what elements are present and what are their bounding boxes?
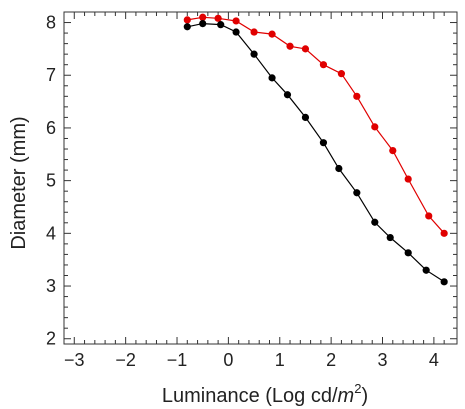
data-point — [214, 14, 222, 22]
y-tick-label: 2 — [46, 329, 56, 349]
data-point — [337, 70, 346, 78]
series-0 — [183, 13, 448, 237]
data-point — [425, 212, 433, 220]
data-point — [422, 266, 430, 274]
y-tick-label: 7 — [46, 65, 56, 85]
x-tick-label: −2 — [115, 350, 136, 370]
x-tick-label: 3 — [378, 350, 388, 370]
data-point — [404, 175, 412, 183]
data-point — [250, 28, 258, 36]
data-point — [232, 28, 240, 36]
data-point — [440, 229, 448, 237]
data-point — [183, 16, 191, 24]
y-axis-title: Diameter (mm) — [8, 116, 30, 249]
x-tick-label: 4 — [429, 350, 439, 370]
x-tick-label: 2 — [326, 350, 336, 370]
data-point — [353, 189, 361, 197]
data-point — [389, 146, 397, 155]
data-point — [199, 19, 207, 28]
data-point — [301, 113, 310, 121]
series-line — [187, 16, 445, 234]
data-point — [268, 30, 276, 38]
x-axis-title: Luminance (Log cd/m2) — [162, 381, 368, 407]
data-point — [404, 249, 412, 257]
data-point — [371, 123, 379, 131]
data-point — [353, 92, 361, 100]
x-tick-label: −1 — [167, 350, 188, 370]
data-point — [250, 50, 258, 58]
data-point — [440, 278, 448, 286]
series-line — [187, 22, 445, 283]
data-point — [319, 61, 328, 69]
data-point — [183, 23, 191, 31]
data-point — [319, 139, 328, 147]
data-point — [232, 17, 240, 25]
x-tick-label: −3 — [64, 350, 85, 370]
y-tick-label: 5 — [46, 171, 56, 191]
data-point — [386, 233, 394, 242]
data-point — [301, 45, 310, 53]
data-point — [283, 91, 292, 99]
plot-frame — [63, 11, 458, 345]
data-point — [268, 74, 276, 82]
x-tick-label: 0 — [223, 350, 233, 370]
y-tick-label: 3 — [46, 276, 56, 296]
y-tick-label: 6 — [46, 118, 56, 138]
series-1 — [183, 19, 448, 286]
y-tick-label: 8 — [46, 13, 56, 33]
data-point — [371, 218, 379, 226]
data-point — [286, 42, 294, 50]
data-point — [199, 13, 207, 21]
data-point — [217, 21, 225, 29]
y-tick-label: 4 — [46, 223, 56, 243]
x-tick-label: 1 — [275, 350, 285, 370]
data-point — [335, 164, 343, 173]
